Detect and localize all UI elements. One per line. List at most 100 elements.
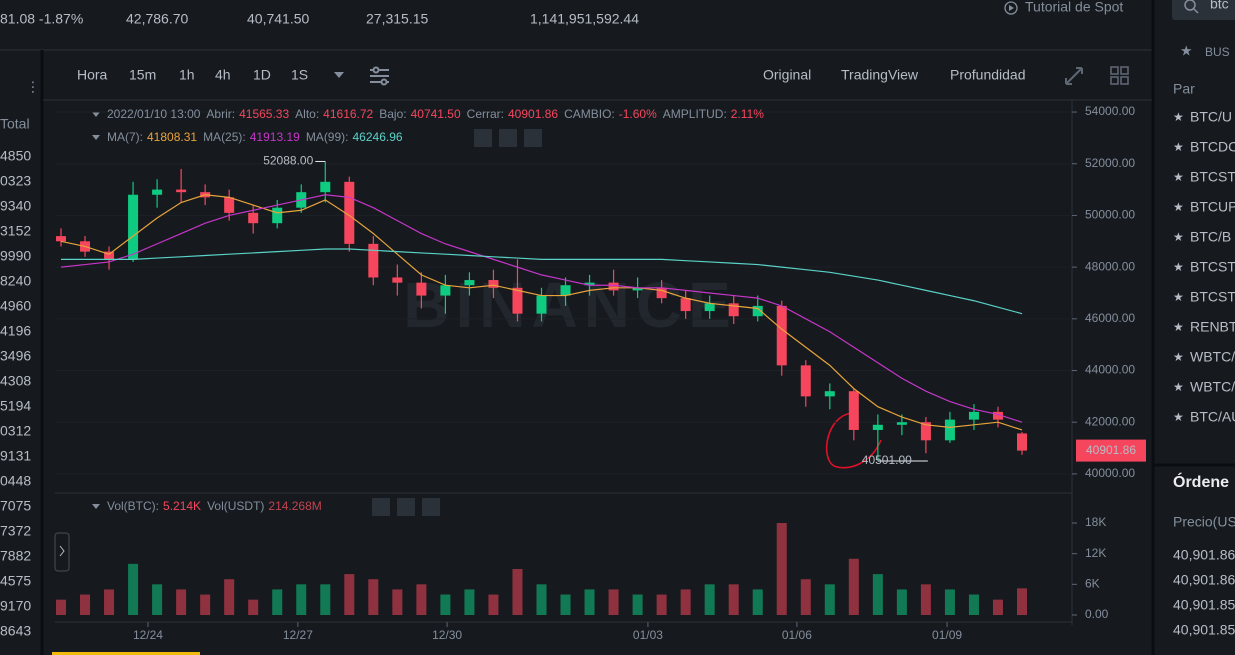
pair-item[interactable]: RENBT — [1190, 319, 1235, 335]
candle-body — [728, 303, 739, 317]
layout-icon[interactable] — [1110, 66, 1129, 85]
candle-body — [872, 424, 883, 430]
interval-button[interactable]: 4h — [215, 67, 231, 83]
volume-bar — [944, 589, 955, 615]
info-label: Abrir: — [206, 107, 235, 121]
y-tick-label: 52000.00 — [1085, 156, 1135, 170]
pair-item[interactable]: BTC/U — [1190, 109, 1232, 125]
x-tick-label: 12/24 — [133, 628, 163, 642]
interval-button[interactable]: Hora — [77, 67, 108, 83]
order-price: 40,901.85 — [1173, 622, 1235, 638]
book-total: 4575 — [0, 573, 31, 589]
interval-button[interactable]: 1D — [253, 67, 271, 83]
pair-item[interactable]: BTCST — [1190, 259, 1235, 275]
interval-button[interactable]: 1h — [179, 67, 195, 83]
book-total-header: Total — [0, 116, 30, 132]
settings-icon[interactable] — [370, 66, 389, 86]
interval-button[interactable]: 15m — [129, 67, 156, 83]
vol-y-tick-label: 12K — [1085, 546, 1106, 560]
ma-value: 46246.96 — [353, 130, 403, 144]
book-total: 9170 — [0, 598, 31, 614]
candle-body — [992, 411, 1003, 420]
volume-bar — [464, 589, 475, 615]
ma-name: MA(25): — [203, 130, 246, 144]
view-button[interactable]: Original — [763, 67, 811, 83]
info-value: 41565.33 — [239, 107, 289, 121]
pair-item[interactable]: BTC/B — [1190, 229, 1231, 245]
volume-bar — [272, 589, 283, 615]
volume-bar — [896, 589, 907, 615]
ma-tool-buttons[interactable] — [474, 129, 542, 147]
info-label: Alto: — [295, 107, 319, 121]
candle-body — [824, 391, 835, 397]
star-icon[interactable]: ★ — [1180, 43, 1193, 59]
book-total: 4960 — [0, 298, 31, 314]
annotation: 40501.00 — [862, 453, 912, 467]
header-stat: 81.08 -1.87% — [0, 11, 83, 27]
candle-body — [248, 212, 259, 224]
candle-body — [104, 251, 115, 260]
pair-star: ★ — [1173, 320, 1184, 334]
tutorial-link[interactable]: Tutorial de Spot — [1025, 0, 1123, 15]
search-box[interactable] — [1172, 0, 1235, 20]
view-button[interactable]: TradingView — [841, 67, 919, 83]
pair-item[interactable]: BTCST — [1190, 289, 1235, 305]
book-total: 0448 — [0, 473, 31, 489]
orders-title: Órdene — [1173, 472, 1229, 491]
volume-bar — [128, 563, 139, 615]
vol-y-tick-label: 18K — [1085, 515, 1106, 529]
volume-bar — [392, 589, 403, 615]
volume-bar — [536, 584, 547, 615]
pair-item[interactable]: BTCDC — [1190, 139, 1235, 155]
y-tick-label: 42000.00 — [1085, 414, 1135, 428]
candle-body — [176, 189, 187, 193]
y-tick-label: 40000.00 — [1085, 466, 1135, 480]
interval-button[interactable]: 1S — [291, 67, 308, 83]
pair-item[interactable]: WBTC/ — [1190, 349, 1235, 365]
volume-bar — [320, 584, 331, 615]
book-total: 0312 — [0, 423, 31, 439]
search-text[interactable]: btc — [1210, 0, 1229, 12]
fullscreen-icon[interactable] — [1065, 67, 1083, 85]
side-tab[interactable] — [54, 532, 70, 572]
volume-bar — [776, 523, 787, 615]
volume-bar — [656, 594, 667, 615]
volume-bar — [368, 579, 379, 615]
y-tick-label: 44000.00 — [1085, 363, 1135, 377]
volume-bar — [488, 594, 499, 615]
tab-label[interactable]: BUS — [1205, 45, 1230, 59]
pair-star: ★ — [1173, 290, 1184, 304]
pair-item[interactable]: BTCUP — [1190, 199, 1235, 215]
candle-body — [632, 287, 643, 291]
candle-body — [488, 280, 499, 288]
pair-item[interactable]: BTCST — [1190, 169, 1235, 185]
ma-collapse[interactable] — [92, 135, 100, 140]
order-price: 40,901.85 — [1173, 597, 1235, 613]
vol-y-tick-label: 6K — [1085, 577, 1100, 591]
pair-item[interactable]: BTC/AU — [1190, 409, 1235, 425]
info-value: -1.60% — [619, 107, 657, 121]
info-collapse[interactable] — [92, 112, 100, 117]
pair-item[interactable]: WBTC/ — [1190, 379, 1235, 395]
volume-bar — [1017, 588, 1027, 615]
book-total: 9131 — [0, 448, 31, 464]
x-tick-label: 12/27 — [283, 628, 313, 642]
candle-body — [776, 305, 787, 366]
candle-body — [512, 287, 523, 314]
book-menu-dots[interactable]: ⋮ — [26, 79, 40, 95]
volume-bar — [608, 589, 619, 615]
view-button[interactable]: Profundidad — [950, 67, 1026, 83]
header-stat: 42,786.70 — [126, 11, 188, 27]
vol-tool-buttons[interactable] — [372, 498, 440, 516]
volume-bar — [200, 594, 211, 615]
search-icon-handle — [1193, 8, 1199, 14]
ma-info: MA(7): 41808.31 MA(25): 41913.19 MA(99): 4624… — [107, 130, 403, 144]
volume-bar — [872, 574, 883, 615]
ma-value: 41913.19 — [250, 130, 300, 144]
y-tick-label: 50000.00 — [1085, 208, 1135, 222]
book-total: 7372 — [0, 523, 31, 539]
vol-collapse[interactable] — [92, 504, 100, 509]
book-total: 4196 — [0, 323, 31, 339]
ma-name: MA(7): — [107, 130, 143, 144]
interval-dropdown[interactable] — [334, 72, 344, 78]
